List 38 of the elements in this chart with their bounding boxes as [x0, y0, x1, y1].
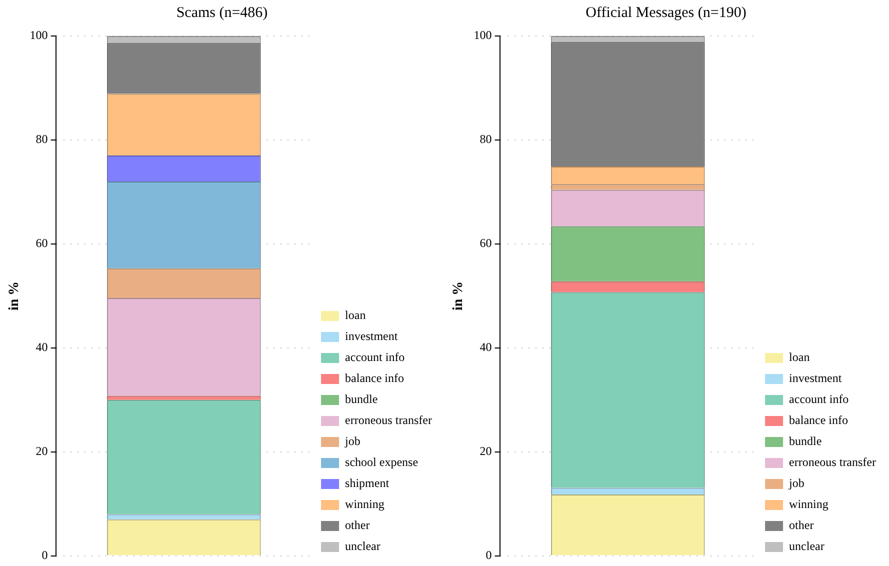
legend-label: bundle [345, 392, 378, 406]
y-tick-label: 100 [474, 28, 492, 42]
legend-label: loan [789, 350, 810, 364]
legend-label: winning [345, 497, 384, 512]
y-tick-label: 40 [36, 340, 48, 354]
legend-label: job [788, 476, 804, 490]
legend-label: balance info [789, 413, 848, 428]
y-tick-label: 20 [36, 444, 48, 458]
y-tick-label: 20 [480, 444, 492, 458]
legend-label: account info [789, 392, 849, 406]
legend-label: shipment [345, 476, 390, 490]
legend-label: winning [789, 497, 828, 512]
legend-label: other [345, 518, 370, 532]
legend-label: account info [345, 350, 405, 364]
legend-label: balance info [345, 371, 404, 386]
y-tick-label: 0 [42, 548, 48, 562]
y-axis-title: in % [451, 281, 466, 310]
y-tick-label: 40 [480, 340, 492, 354]
legend-label: unclear [345, 539, 380, 554]
legend-label: job [344, 434, 360, 448]
legend-label: investment [789, 371, 842, 386]
y-tick-label: 0 [486, 548, 492, 562]
chart-title: Official Messages (n=190) [586, 4, 746, 21]
legend-label: unclear [789, 539, 824, 554]
legend-label: erroneous transfer [345, 413, 432, 428]
legend-label: loan [345, 308, 366, 322]
y-tick-label: 80 [36, 132, 48, 146]
legend-label: school expense [345, 455, 418, 470]
y-tick-label: 80 [480, 132, 492, 146]
y-axis-title: in % [7, 281, 22, 310]
y-tick-label: 100 [30, 28, 48, 42]
legend-label: investment [345, 329, 398, 344]
legend-label: other [789, 518, 814, 532]
chart-title: Scams (n=486) [176, 4, 268, 21]
y-tick-label: 60 [480, 236, 492, 250]
y-tick-label: 60 [36, 236, 48, 250]
legend-label: bundle [789, 434, 822, 448]
legend-label: erroneous transfer [789, 455, 876, 470]
